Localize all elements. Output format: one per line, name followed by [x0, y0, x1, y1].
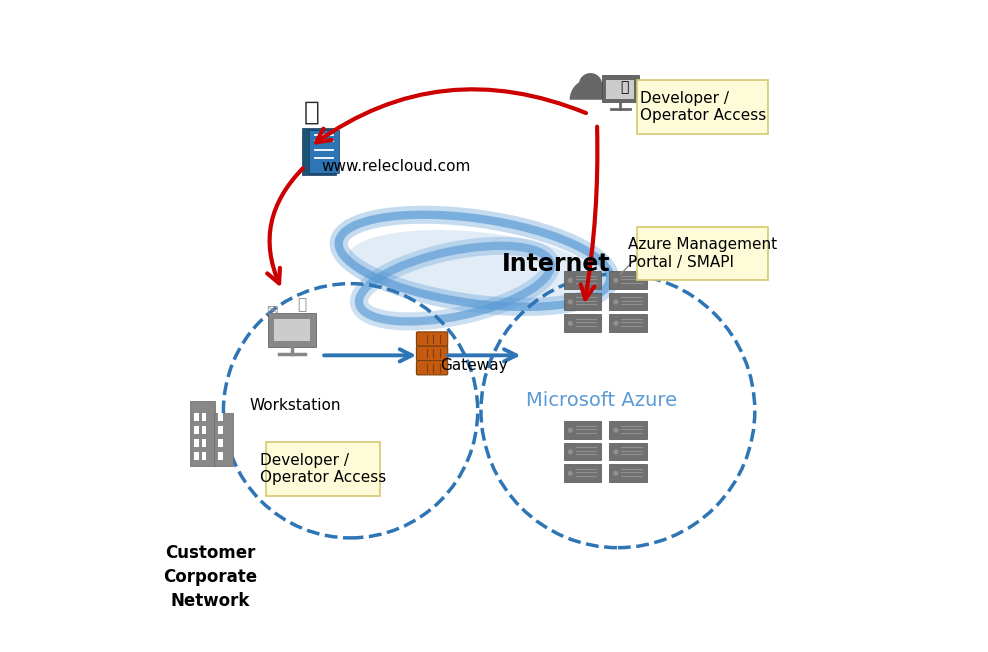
FancyBboxPatch shape — [218, 426, 222, 434]
Text: Microsoft Azure: Microsoft Azure — [526, 391, 677, 411]
FancyBboxPatch shape — [194, 452, 199, 460]
FancyBboxPatch shape — [194, 439, 199, 447]
Text: 🌐: 🌐 — [620, 80, 628, 94]
FancyBboxPatch shape — [637, 227, 768, 280]
FancyBboxPatch shape — [564, 421, 601, 439]
Circle shape — [614, 428, 618, 433]
FancyBboxPatch shape — [416, 332, 448, 346]
Text: Developer /
Operator Access: Developer / Operator Access — [639, 91, 766, 123]
FancyBboxPatch shape — [202, 413, 206, 421]
Circle shape — [614, 471, 618, 476]
FancyBboxPatch shape — [610, 314, 646, 332]
Circle shape — [614, 321, 618, 326]
FancyBboxPatch shape — [607, 80, 633, 99]
FancyBboxPatch shape — [564, 443, 601, 460]
Circle shape — [568, 428, 573, 433]
FancyBboxPatch shape — [218, 452, 222, 460]
FancyBboxPatch shape — [301, 128, 336, 175]
Text: 🕷: 🕷 — [303, 100, 319, 126]
FancyBboxPatch shape — [266, 442, 380, 496]
Circle shape — [568, 471, 573, 476]
FancyBboxPatch shape — [610, 443, 646, 460]
Circle shape — [614, 449, 618, 454]
Ellipse shape — [348, 230, 595, 304]
FancyBboxPatch shape — [202, 452, 206, 460]
FancyBboxPatch shape — [194, 426, 199, 434]
FancyBboxPatch shape — [214, 413, 232, 466]
Text: 📡: 📡 — [297, 297, 306, 312]
FancyBboxPatch shape — [610, 271, 646, 289]
Circle shape — [579, 73, 603, 96]
Wedge shape — [570, 79, 612, 100]
Circle shape — [568, 278, 573, 283]
FancyBboxPatch shape — [218, 413, 222, 421]
Text: Developer /
Operator Access: Developer / Operator Access — [260, 452, 386, 485]
Circle shape — [568, 299, 573, 304]
Circle shape — [568, 321, 573, 326]
FancyBboxPatch shape — [564, 293, 601, 310]
Text: Internet: Internet — [502, 252, 611, 276]
FancyBboxPatch shape — [564, 464, 601, 482]
FancyBboxPatch shape — [202, 426, 206, 434]
FancyBboxPatch shape — [416, 346, 448, 361]
Text: www.relecloud.com: www.relecloud.com — [321, 158, 470, 174]
FancyBboxPatch shape — [564, 314, 601, 332]
FancyBboxPatch shape — [610, 293, 646, 310]
FancyBboxPatch shape — [202, 439, 206, 447]
FancyBboxPatch shape — [194, 413, 199, 421]
FancyBboxPatch shape — [610, 464, 646, 482]
FancyBboxPatch shape — [610, 421, 646, 439]
Circle shape — [614, 278, 618, 283]
FancyBboxPatch shape — [637, 80, 768, 134]
FancyBboxPatch shape — [268, 313, 316, 347]
FancyBboxPatch shape — [309, 130, 339, 173]
Text: Customer
Corporate
Network: Customer Corporate Network — [163, 544, 258, 610]
Text: ✉: ✉ — [267, 304, 279, 318]
Circle shape — [568, 449, 573, 454]
FancyBboxPatch shape — [274, 319, 310, 341]
FancyBboxPatch shape — [218, 439, 222, 447]
Text: Gateway: Gateway — [441, 357, 508, 373]
Text: Azure Management
Portal / SMAPI: Azure Management Portal / SMAPI — [628, 237, 778, 270]
FancyBboxPatch shape — [416, 361, 448, 375]
FancyBboxPatch shape — [564, 271, 601, 289]
FancyBboxPatch shape — [190, 401, 215, 466]
Text: Workstation: Workstation — [249, 398, 341, 413]
FancyBboxPatch shape — [603, 75, 639, 102]
Circle shape — [614, 299, 618, 304]
